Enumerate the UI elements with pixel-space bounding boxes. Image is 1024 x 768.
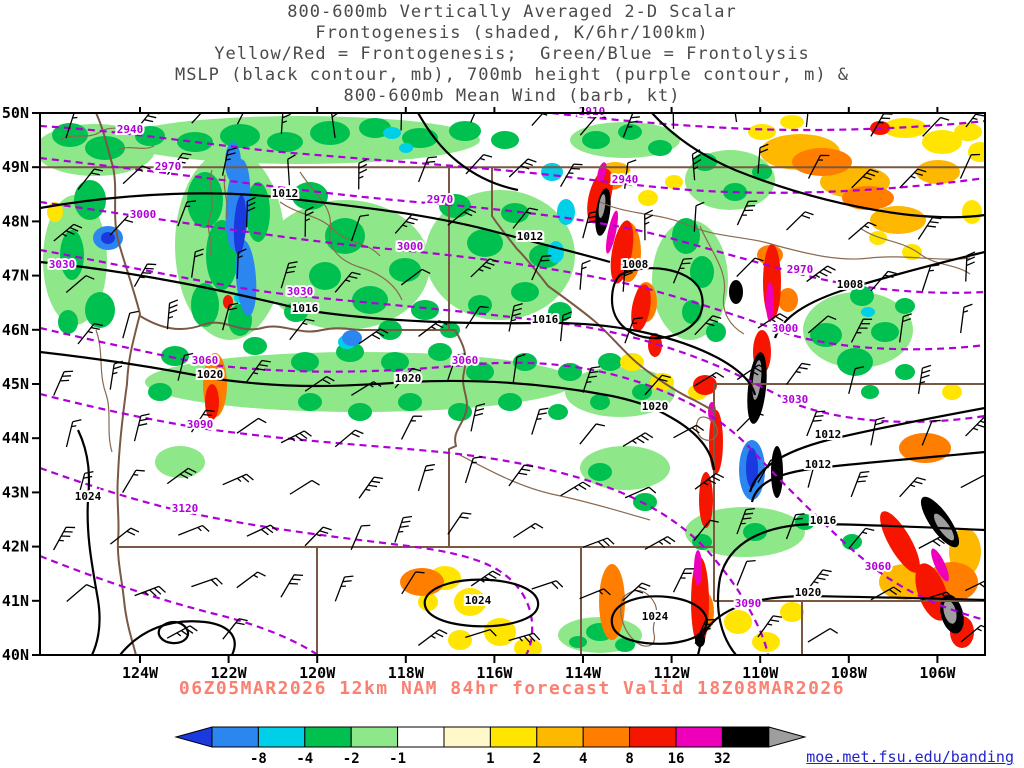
lat-label: 42N <box>2 538 29 556</box>
mslp-contour-label: 1020 <box>395 372 422 385</box>
mslp-contour-label: 1012 <box>805 458 832 471</box>
height-contour-label: 2970 <box>427 193 454 206</box>
lat-label: 41N <box>2 592 29 610</box>
frontogenesis-shading-layer <box>40 115 985 655</box>
colorbar-segment <box>211 726 259 748</box>
colorbar-label: -8 <box>250 751 267 767</box>
height-contour-label: 3000 <box>130 208 157 221</box>
colorbar-right-arrow <box>768 726 807 748</box>
colorbar-label: 32 <box>714 751 731 767</box>
height-contour-label: 3120 <box>172 502 199 515</box>
colorbar-segment <box>304 726 352 748</box>
mslp-contour-label: 1024 <box>465 594 492 607</box>
lat-label: 43N <box>2 483 29 501</box>
lon-label: 116W <box>476 664 513 682</box>
lat-label: 44N <box>2 429 29 447</box>
figure-title: 800-600mb Vertically Averaged 2-D Scalar… <box>0 2 1024 107</box>
colorbar-segment <box>536 726 584 748</box>
height-contour-label: 3030 <box>49 258 76 271</box>
mslp-contour-label: 1024 <box>75 490 102 503</box>
mslp-contour-label: 1024 <box>642 610 669 623</box>
colorbar-left-arrow <box>174 726 213 748</box>
mslp-contour-label: 1016 <box>810 514 837 527</box>
mslp-contours-layer <box>40 113 985 655</box>
height-contour-label: 3060 <box>192 354 219 367</box>
colorbar-segment <box>675 726 723 748</box>
colorbar-label: -1 <box>389 751 406 767</box>
mslp-contour-label: 1012 <box>815 428 842 441</box>
forecast-caption: 06Z05MAR2026 12km NAM 84hr forecast Vali… <box>178 678 846 699</box>
height-contour-label: 2940 <box>117 123 144 136</box>
colorbar-segment <box>350 726 399 748</box>
title-line: Yellow/Red = Frontogenesis; Green/Blue =… <box>214 44 810 64</box>
colorbar-label: 4 <box>579 751 587 767</box>
colorbar: -8 -4 -2 -1 1 2 4 8 16 32 <box>174 726 807 767</box>
site-link[interactable]: moe.met.fsu.edu/banding <box>806 748 1014 766</box>
colorbar-label: 16 <box>668 751 685 767</box>
lat-label: 48N <box>2 212 29 230</box>
mslp-contour-label: 1016 <box>292 302 319 315</box>
colorbar-segment <box>629 726 677 748</box>
mslp-contour-label: 1012 <box>272 187 299 200</box>
lon-label: 114W <box>565 664 602 682</box>
wind-barbs-layer <box>53 113 985 646</box>
lon-label: 122W <box>211 664 248 682</box>
height-contour-label: 2970 <box>155 160 182 173</box>
lon-label: 108W <box>831 664 868 682</box>
colorbar-segment <box>443 726 491 748</box>
height-contour-label: 3030 <box>782 393 809 406</box>
colorbar-segment <box>721 726 770 748</box>
colorbar-label: 8 <box>625 751 633 767</box>
lon-label: 106W <box>919 664 956 682</box>
height-contour-label: 2940 <box>612 173 639 186</box>
mslp-contour-label: 1020 <box>642 400 669 413</box>
height-contour-label: 3000 <box>772 322 799 335</box>
colorbar-label: 2 <box>533 751 541 767</box>
lat-label: 47N <box>2 267 29 285</box>
lat-label: 45N <box>2 375 29 393</box>
lat-label: 50N <box>2 104 29 122</box>
height-contour-label: 3060 <box>452 354 479 367</box>
mslp-contour-label: 1008 <box>837 278 864 291</box>
height-contour-label: 3090 <box>187 418 214 431</box>
lat-label: 40N <box>2 646 29 664</box>
contour-labels-layer: 2940 2910 2940 2970 2970 2970 3000 3000 3000 3030… <box>47 103 894 625</box>
mslp-contour-label: 1020 <box>197 368 224 381</box>
mslp-contour-label: 1008 <box>622 258 649 271</box>
colorbar-label: -2 <box>343 751 360 767</box>
state-borders-layer <box>40 113 985 655</box>
lon-label: 110W <box>742 664 779 682</box>
lat-label: 46N <box>2 321 29 339</box>
title-line: 800-600mb Mean Wind (barb, kt) <box>343 86 681 106</box>
height-contour-label: 2910 <box>579 105 606 118</box>
axes-layer: 50N 49N 48N 47N 46N 45N 44N 43N 42N 41N 40N 124W 122… <box>2 104 957 682</box>
colorbar-segment <box>397 726 445 748</box>
lon-label: 124W <box>122 664 159 682</box>
mslp-contour-label: 1020 <box>795 586 822 599</box>
lon-label: 120W <box>299 664 336 682</box>
colorbar-segment <box>257 726 306 748</box>
colorbar-label: 1 <box>486 751 494 767</box>
title-line: Frontogenesis (shaded, K/6hr/100km) <box>315 23 709 43</box>
height-contour-label: 3090 <box>735 597 762 610</box>
mslp-contour-label: 1016 <box>532 313 559 326</box>
lon-label: 118W <box>388 664 425 682</box>
height-contour-label: 3030 <box>287 285 314 298</box>
mslp-contour-label: 1012 <box>517 230 544 243</box>
lat-label: 49N <box>2 158 29 176</box>
height-contour-label: 2970 <box>787 263 814 276</box>
lon-label: 112W <box>654 664 691 682</box>
title-line: 800-600mb Vertically Averaged 2-D Scalar <box>287 2 737 22</box>
colorbar-segment <box>489 726 538 748</box>
height-contour-label: 3000 <box>397 240 424 253</box>
height-contours-layer <box>40 113 985 655</box>
colorbar-label: -4 <box>296 751 313 767</box>
title-line: MSLP (black contour, mb), 700mb height (… <box>174 65 850 85</box>
colorbar-segment <box>582 726 631 748</box>
height-contour-label: 3060 <box>865 560 892 573</box>
